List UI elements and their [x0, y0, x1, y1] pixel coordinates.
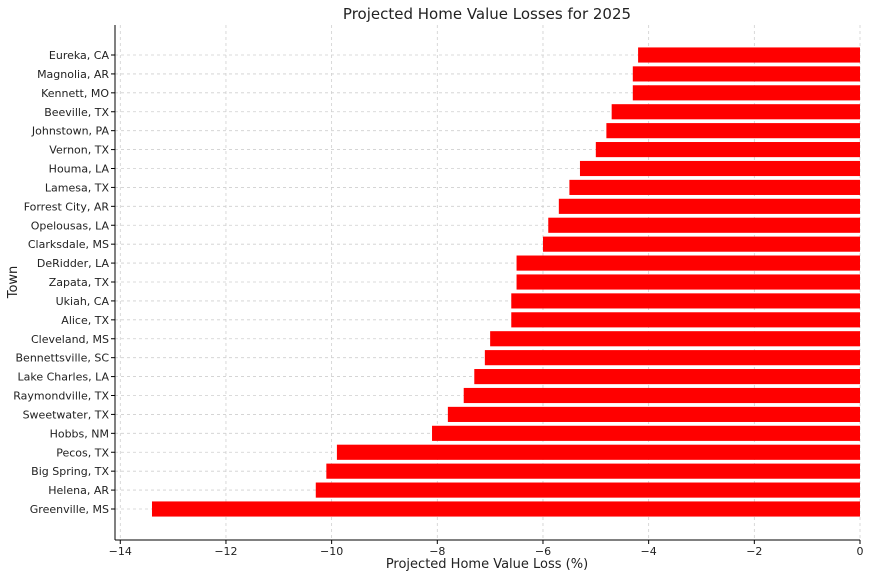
bar	[490, 331, 860, 347]
y-tick-label: Ukiah, CA	[56, 295, 110, 308]
bar	[606, 123, 860, 139]
y-tick-label: Zapata, TX	[49, 276, 110, 289]
y-tick-label: Opelousas, LA	[31, 219, 110, 232]
x-tick-label: −4	[641, 545, 657, 558]
bar	[432, 425, 860, 441]
y-tick-label: Beeville, TX	[44, 106, 109, 119]
bar	[516, 255, 860, 271]
bar	[558, 198, 860, 214]
bars	[151, 47, 860, 517]
bar	[511, 312, 860, 328]
y-tick-label: Clarksdale, MS	[28, 238, 109, 251]
y-tick-label: Helena, AR	[48, 484, 109, 497]
y-tick-label: Eureka, CA	[49, 49, 110, 62]
y-tick-label: DeRidder, LA	[37, 257, 110, 270]
bar	[632, 85, 860, 101]
y-axis-label: Town	[6, 266, 21, 300]
bar	[632, 66, 860, 82]
bar	[463, 387, 860, 404]
x-tick-label: −2	[746, 545, 762, 558]
bar	[548, 217, 860, 233]
y-tick-label: Vernon, TX	[49, 144, 109, 157]
y-tick-label: Kennett, MO	[41, 87, 109, 100]
x-tick-label: 0	[857, 545, 864, 558]
y-tick-label: Forrest City, AR	[24, 200, 110, 213]
x-axis-label: Projected Home Value Loss (%)	[386, 557, 588, 572]
y-tick-label: Lamesa, TX	[45, 181, 110, 194]
y-tick-label: Lake Charles, LA	[18, 371, 110, 384]
bar	[484, 350, 860, 366]
bar	[315, 482, 860, 498]
y-tick-label: Pecos, TX	[56, 446, 109, 459]
y-tick-label: Cleveland, MS	[31, 333, 109, 346]
x-tick-label: −14	[109, 545, 132, 558]
bar	[542, 236, 860, 252]
x-tick-label: −12	[214, 545, 237, 558]
x-tick-label: −6	[535, 545, 551, 558]
y-tick-label: Big Spring, TX	[31, 465, 109, 478]
y-tick-label: Houma, LA	[49, 163, 110, 176]
chart-title: Projected Home Value Losses for 2025	[343, 5, 631, 23]
y-tick-label: Sweetwater, TX	[23, 408, 110, 421]
bar	[516, 274, 860, 290]
bar	[511, 293, 860, 309]
x-tick-label: −10	[320, 545, 343, 558]
y-tick-label: Alice, TX	[61, 314, 109, 327]
y-tick-labels: Eureka, CA Magnolia, AR Kennett, MO Beevill…	[13, 49, 115, 516]
bar	[151, 501, 860, 517]
bar	[595, 142, 860, 158]
bar	[447, 406, 860, 422]
bar	[611, 104, 860, 120]
y-tick-label: Greenville, MS	[30, 503, 109, 516]
bar	[569, 179, 860, 195]
bar	[474, 369, 860, 385]
y-tick-label: Bennettsville, SC	[16, 352, 110, 365]
bar	[326, 463, 860, 479]
y-tick-label: Hobbs, NM	[50, 427, 109, 440]
y-tick-label: Johnstown, PA	[31, 125, 110, 138]
bar	[579, 160, 860, 177]
y-tick-label: Raymondville, TX	[13, 390, 109, 403]
x-tick-label: −8	[429, 545, 445, 558]
bar	[336, 444, 860, 460]
x-tick-labels: −14 −12 −10 −8 −6 −4 −2 0	[109, 540, 864, 558]
y-tick-label: Magnolia, AR	[37, 68, 109, 81]
bar	[638, 47, 860, 63]
